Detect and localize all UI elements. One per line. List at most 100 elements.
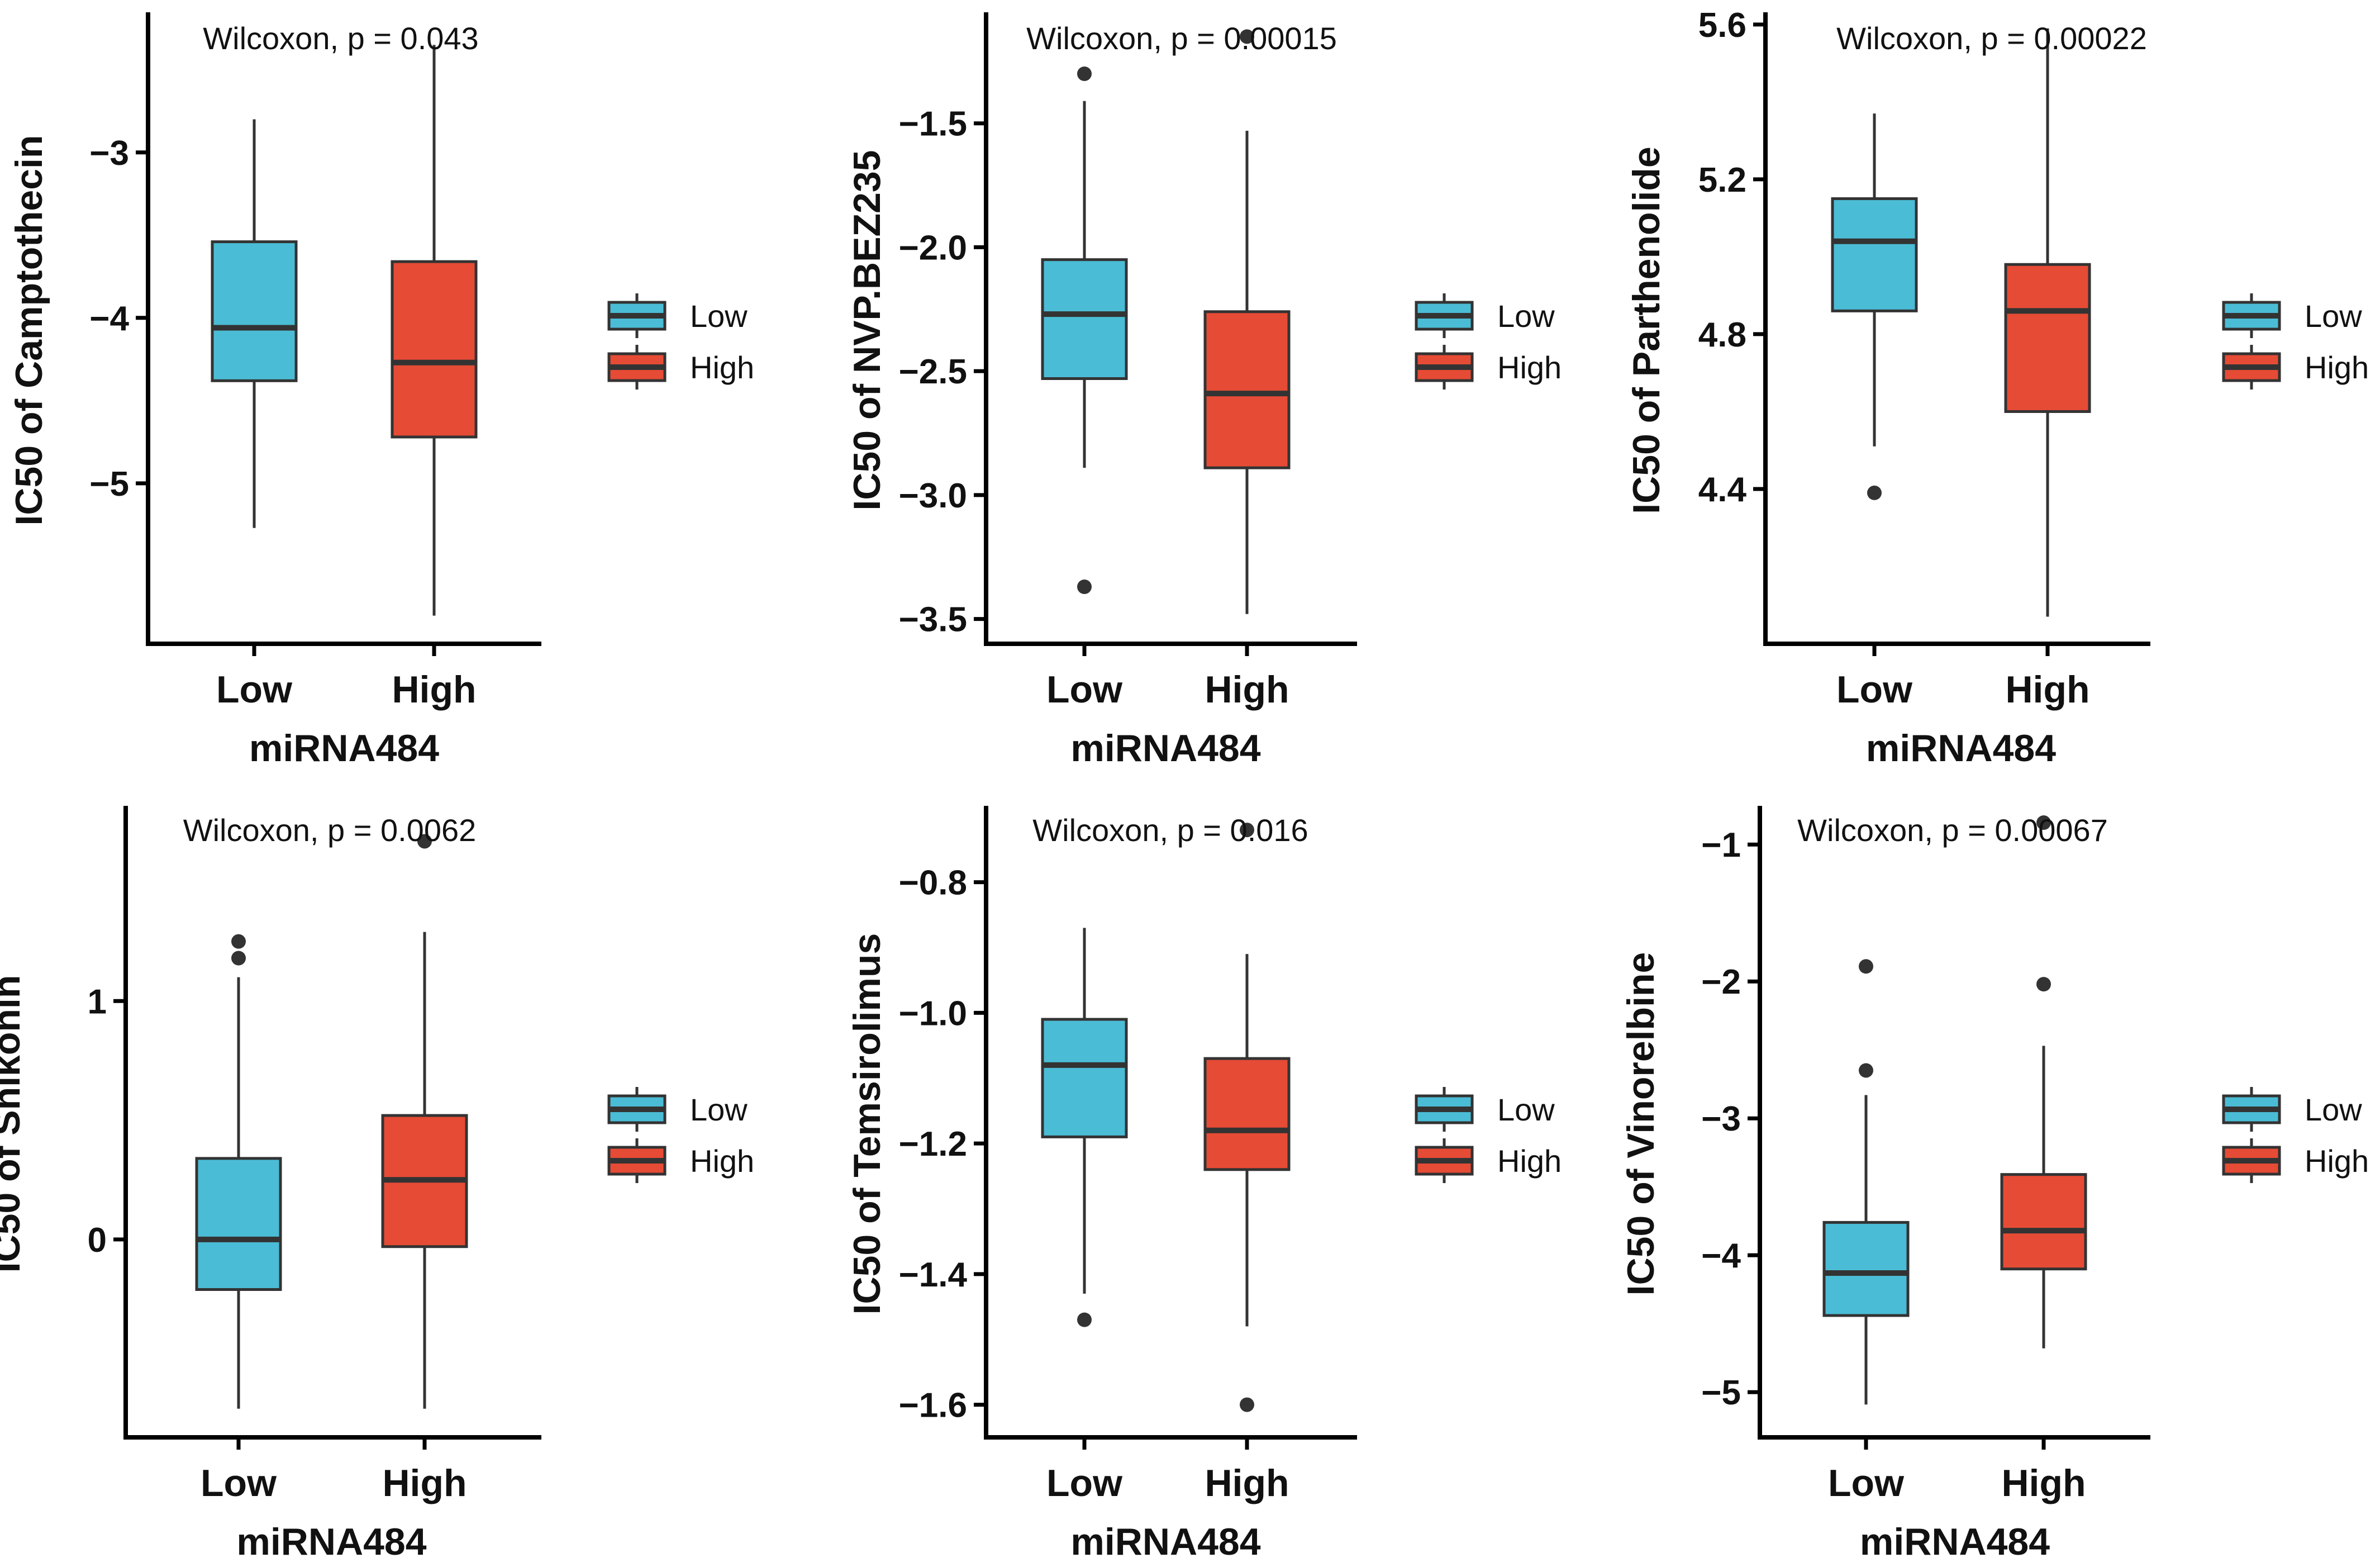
outlier-point [1240,29,1254,44]
y-tick-label: 4.8 [1698,316,1746,354]
outlier-point [1859,1063,1873,1078]
x-axis-title: miRNA484 [249,727,439,770]
legend-label: High [1497,1143,1562,1179]
x-axis-title: miRNA484 [236,1521,426,1563]
y-tick-label: −3 [89,134,129,173]
legend-label: High [1497,350,1562,385]
x-axis-title: miRNA484 [1866,727,2056,770]
y-tick-label: −3.0 [899,477,967,515]
outlier-point [1077,67,1092,81]
outlier-point [1240,1397,1254,1412]
box-group-high [2004,28,2091,617]
x-tick-label: High [2001,1462,2086,1504]
y-tick-label: 5.6 [1698,6,1746,45]
legend-label: High [690,350,754,385]
y-tick-label: 0 [88,1221,107,1260]
x-axis-title: miRNA484 [1070,727,1260,770]
legend: Low High [607,1087,754,1183]
x-tick-label: High [1205,668,1289,711]
y-tick-label: −1.5 [899,105,967,144]
outlier-point [1867,485,1882,500]
wilcoxon-annotation: Wilcoxon, p = 0.00067 [1797,813,2108,848]
x-tick-label: Low [216,668,293,711]
y-axis-title: IC50 of Camptothecin [8,135,50,526]
x-tick-label: High [2005,668,2089,711]
box-group-high [1203,823,1291,1412]
legend: Low High [607,293,754,390]
legend-key-low [607,1087,667,1132]
y-tick-label: −1.0 [899,994,967,1033]
x-tick-label: Low [1046,668,1123,711]
legend-key-high [2222,1138,2281,1183]
outlier-point [417,834,432,849]
y-tick-label: −1.2 [899,1125,967,1164]
y-axis-title: IC50 of Vinorelbine [1620,952,1662,1296]
y-tick-label: −1 [1701,826,1741,865]
outlier-point [1077,580,1092,594]
legend: Low High [1415,293,1562,390]
outlier-point [2036,977,2051,992]
box-iqr [391,260,478,439]
legend-key-low [1415,293,1474,338]
x-tick-label: High [392,668,476,711]
box-iqr [1041,258,1128,380]
box-group-high [381,834,468,1409]
box-group-low [195,934,282,1409]
outlier-point [1859,959,1873,974]
y-tick-label: −2.5 [899,353,967,391]
y-tick-label: −2.0 [899,229,967,267]
panel-2: −3.5 −3.0 −2.5 −2.0 −1.5 Low High miRNA484 IC50 … [846,12,1562,770]
legend-key-high [607,345,667,390]
y-tick-label: −1.6 [899,1386,967,1425]
legend-key-low [607,293,667,338]
legend-key-low [1415,1087,1474,1132]
box-iqr [195,1157,282,1291]
legend-key-low [2222,293,2281,338]
y-axis-title: IC50 of Shikonin [0,975,28,1273]
box-iqr [1203,1057,1291,1171]
legend-label: Low [2305,298,2362,334]
box-iqr [211,240,298,382]
x-tick-label: High [1205,1462,1289,1504]
box-group-high [1203,29,1291,614]
legend-key-high [1415,1138,1474,1183]
panel-1: −5 −4 −3 Low High miRNA484 IC50 of Camptotheci… [8,12,754,770]
legend-key-low [2222,1087,2281,1132]
legend-label: Low [2305,1092,2362,1127]
legend-label: Low [690,1092,748,1127]
y-tick-label: 4.4 [1698,471,1747,509]
legend: Low High [1415,1087,1562,1183]
outlier-point [231,934,246,949]
y-axis-title: IC50 of Temsirolimus [846,933,888,1315]
y-tick-label: 1 [88,982,107,1021]
x-axis-title: miRNA484 [1070,1521,1260,1563]
legend-key-high [2222,345,2281,390]
outlier-point [1240,823,1254,838]
legend-label: High [2305,1143,2369,1179]
y-axis-title: IC50 of Parthenolide [1625,146,1668,514]
legend-label: High [690,1143,754,1179]
panel-5: −1.6 −1.4 −1.2 −1.0 −0.8 Low High miRNA484 IC50 … [846,806,1562,1563]
box-iqr [1831,197,1918,312]
outlier-point [231,951,246,966]
wilcoxon-annotation: Wilcoxon, p = 0.043 [203,21,478,56]
wilcoxon-annotation: Wilcoxon, p = 0.016 [1032,813,1308,848]
box-iqr [2000,1173,2087,1271]
x-tick-label: Low [1828,1462,1905,1504]
x-tick-label: Low [1046,1462,1123,1504]
box-iqr [1822,1221,1910,1317]
y-tick-label: 5.2 [1698,161,1746,200]
y-tick-label: −0.8 [899,864,967,903]
legend: Low High [2222,293,2369,390]
box-group-low [211,119,298,528]
wilcoxon-annotation: Wilcoxon, p = 0.0062 [183,813,477,848]
box-iqr [2004,263,2091,413]
wilcoxon-annotation: Wilcoxon, p = 0.00022 [1836,21,2147,56]
box-group-low [1822,959,1910,1405]
legend-label: Low [690,298,748,334]
box-group-low [1041,928,1128,1327]
x-tick-label: Low [1836,668,1913,711]
y-tick-label: −4 [1701,1237,1741,1275]
x-tick-label: High [382,1462,467,1504]
